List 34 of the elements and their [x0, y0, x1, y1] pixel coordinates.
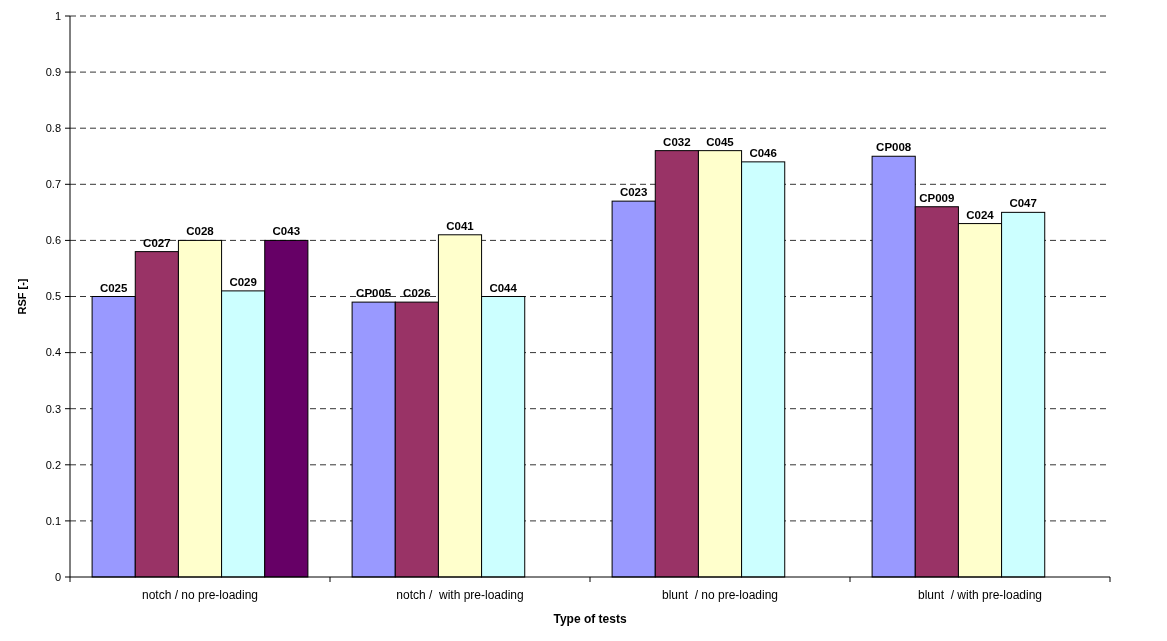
data-label: C032: [663, 135, 691, 148]
data-label: CP008: [876, 141, 912, 154]
data-label: C027: [143, 236, 171, 249]
y-tick-label: 0.5: [45, 290, 61, 303]
data-label: C047: [1009, 197, 1037, 210]
data-label: C025: [99, 281, 129, 294]
y-tick-label: 0.8: [45, 122, 61, 135]
data-label: C023: [619, 186, 648, 199]
data-label: CP009: [919, 191, 955, 204]
x-axis-title: Type of tests: [553, 612, 627, 626]
x-tick-label: blunt / no pre-loading: [661, 588, 779, 602]
data-label: C041: [446, 219, 475, 232]
y-tick-label: 0.9: [45, 65, 61, 78]
y-tick-label: 0: [54, 570, 61, 583]
y-tick-label: 0.7: [45, 178, 61, 191]
x-tick-label: blunt / with pre-loading: [917, 588, 1043, 602]
x-tick-label: notch / no pre-loading: [141, 588, 259, 602]
y-tick-label: 1: [54, 9, 61, 22]
data-label: C029: [229, 275, 257, 288]
data-label: C045: [706, 135, 735, 148]
y-tick-label: 0.2: [45, 458, 61, 471]
data-label: CP005: [356, 287, 392, 300]
data-label: C043: [272, 225, 301, 238]
data-label: C024: [966, 208, 995, 221]
x-tick-label: notch / with pre-loading: [396, 588, 524, 602]
data-label: C044: [489, 281, 518, 294]
data-label: C026: [403, 287, 431, 300]
y-axis-title: RSF [-]: [16, 278, 28, 315]
y-tick-label: 0.6: [45, 234, 61, 247]
y-tick-label: 0.3: [45, 402, 61, 415]
y-tick-label: 0.4: [45, 346, 61, 359]
y-tick-label: 0.1: [45, 514, 61, 527]
data-label: C046: [749, 146, 777, 159]
data-label: C028: [186, 225, 215, 238]
